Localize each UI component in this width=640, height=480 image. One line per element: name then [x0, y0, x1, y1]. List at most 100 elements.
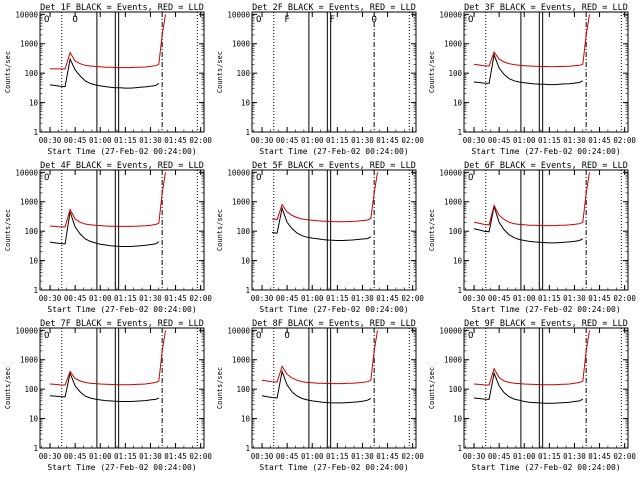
y-tick-label: 1 — [457, 286, 462, 295]
series-events — [49, 371, 159, 402]
plot-frame — [251, 169, 417, 291]
x-tick-label: 00:30 — [39, 452, 62, 461]
x-tick-label: 01:15 — [538, 136, 561, 145]
x-tick-label: 01:45 — [164, 452, 187, 461]
series-events — [473, 52, 584, 86]
panel-det-6: Det 6F BLACK = Events, RED = LLD Counts/s… — [428, 161, 636, 314]
y-tick-label: 10000 — [15, 10, 38, 19]
x-tick-label: 00:30 — [463, 136, 486, 145]
x-tick-label: 00:45 — [488, 452, 511, 461]
flag-marker: O — [371, 15, 376, 25]
x-tick-label: 02:00 — [401, 136, 424, 145]
series-events — [272, 206, 372, 241]
y-tick-label: 1000 — [20, 356, 39, 365]
x-tick-label: 01:30 — [351, 136, 374, 145]
y-axis-label: Counts/sec — [4, 209, 12, 251]
y-axis-label: Counts/sec — [428, 209, 436, 251]
panel-title: Det 2F BLACK = Events, RED = LLD — [252, 3, 416, 13]
series-lld — [261, 330, 378, 385]
x-tick-label: 01:15 — [326, 136, 349, 145]
panel-det-1: Det 1F BLACK = Events, RED = LLD Counts/s… — [4, 3, 212, 156]
x-tick-label: 01:30 — [139, 452, 162, 461]
y-tick-label: 10000 — [439, 168, 462, 177]
x-tick-label: 01:00 — [301, 452, 324, 461]
y-tick-label: 10000 — [227, 326, 250, 335]
flag-marker: O — [256, 331, 261, 341]
x-tick-label: 01:00 — [89, 294, 112, 303]
y-tick-label: 1000 — [20, 198, 39, 207]
panel-det-4: Det 4F BLACK = Events, RED = LLD Counts/s… — [4, 161, 212, 314]
y-tick-label: 10 — [241, 257, 251, 266]
y-tick-label: 1 — [33, 128, 38, 137]
x-tick-label: 00:30 — [39, 136, 62, 145]
x-axis-label: Start Time (27-Feb-02 00:24:00) — [259, 305, 408, 314]
series-events — [473, 206, 584, 244]
y-tick-label: 1000 — [232, 40, 251, 49]
y-tick-label: 1 — [245, 286, 250, 295]
panel-det-2: Det 2F BLACK = Events, RED = LLD Counts/s… — [216, 3, 424, 156]
panel-title: Det 8F BLACK = Events, RED = LLD — [252, 319, 416, 329]
x-tick-label: 00:30 — [39, 294, 62, 303]
x-axis-label: Start Time (27-Feb-02 00:24:00) — [471, 305, 620, 314]
x-tick-label: 00:45 — [64, 294, 87, 303]
series-lld — [272, 172, 378, 223]
x-tick-label: 01:30 — [563, 136, 586, 145]
y-axis-label: Counts/sec — [216, 209, 224, 251]
series-events — [473, 371, 584, 404]
flag-marker: O — [72, 15, 77, 25]
y-axis-label: Counts/sec — [216, 367, 224, 409]
series-events — [49, 57, 160, 89]
flag-marker: O — [44, 331, 49, 341]
flag-marker: O — [44, 15, 49, 25]
series-lld — [473, 172, 590, 227]
y-tick-label: 100 — [236, 69, 250, 78]
y-tick-label: 1 — [245, 128, 250, 137]
y-tick-label: 10000 — [15, 326, 38, 335]
y-tick-label: 100 — [448, 227, 462, 236]
y-tick-label: 100 — [24, 385, 38, 394]
series-lld — [49, 330, 166, 386]
plot-frame — [39, 169, 205, 291]
x-axis-label: Start Time (27-Feb-02 00:24:00) — [259, 463, 408, 472]
x-tick-label: 01:30 — [139, 294, 162, 303]
panel-title: Det 3F BLACK = Events, RED = LLD — [464, 3, 628, 13]
y-tick-label: 10000 — [439, 326, 462, 335]
y-tick-label: 10 — [29, 415, 39, 424]
series-lld — [473, 14, 590, 68]
y-axis-label: Counts/sec — [428, 367, 436, 409]
plot-frame — [39, 327, 205, 449]
x-tick-label: 00:30 — [251, 294, 274, 303]
x-tick-label: 01:00 — [89, 452, 112, 461]
y-axis-label: Counts/sec — [4, 367, 12, 409]
y-tick-label: 10 — [241, 415, 251, 424]
x-tick-label: 01:15 — [538, 452, 561, 461]
x-tick-label: 00:30 — [251, 452, 274, 461]
flag-marker: O — [284, 331, 289, 341]
y-tick-label: 10 — [241, 99, 251, 108]
series-lld — [49, 172, 166, 228]
x-tick-label: 01:45 — [588, 452, 611, 461]
x-tick-label: 01:45 — [376, 452, 399, 461]
panel-title: Det 1F BLACK = Events, RED = LLD — [40, 3, 204, 13]
x-tick-label: 00:30 — [251, 136, 274, 145]
y-tick-label: 100 — [236, 385, 250, 394]
x-tick-label: 02:00 — [613, 452, 636, 461]
y-axis-label: Counts/sec — [428, 51, 436, 93]
x-tick-label: 00:45 — [64, 452, 87, 461]
plot-frame — [463, 327, 629, 449]
y-tick-label: 10000 — [227, 168, 250, 177]
y-tick-label: 10 — [453, 99, 463, 108]
panel-det-7: Det 7F BLACK = Events, RED = LLD Counts/s… — [4, 319, 212, 472]
x-tick-label: 02:00 — [613, 294, 636, 303]
x-axis-label: Start Time (27-Feb-02 00:24:00) — [47, 463, 196, 472]
y-tick-label: 100 — [24, 69, 38, 78]
flag-marker: F — [284, 15, 289, 25]
x-tick-label: 00:45 — [276, 452, 299, 461]
x-tick-label: 01:00 — [89, 136, 112, 145]
x-tick-label: 00:45 — [276, 136, 299, 145]
y-tick-label: 10000 — [439, 10, 462, 19]
panel-det-9: Det 9F BLACK = Events, RED = LLD Counts/s… — [428, 319, 636, 472]
panel-title: Det 6F BLACK = Events, RED = LLD — [464, 161, 628, 171]
y-tick-label: 1 — [33, 444, 38, 453]
x-tick-label: 02:00 — [189, 136, 212, 145]
